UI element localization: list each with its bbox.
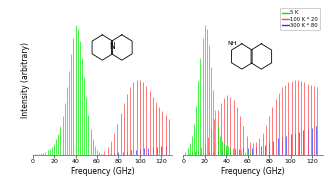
X-axis label: Frequency (GHz): Frequency (GHz) [221,167,285,176]
Legend: 5 K, 100 K * 20, 300 K * 80: 5 K, 100 K * 20, 300 K * 80 [280,8,320,30]
Y-axis label: Intensity (arbitrary): Intensity (arbitrary) [21,42,30,118]
X-axis label: Frequency (GHz): Frequency (GHz) [70,167,134,176]
Text: NH: NH [227,41,236,46]
Text: N: N [109,42,115,51]
